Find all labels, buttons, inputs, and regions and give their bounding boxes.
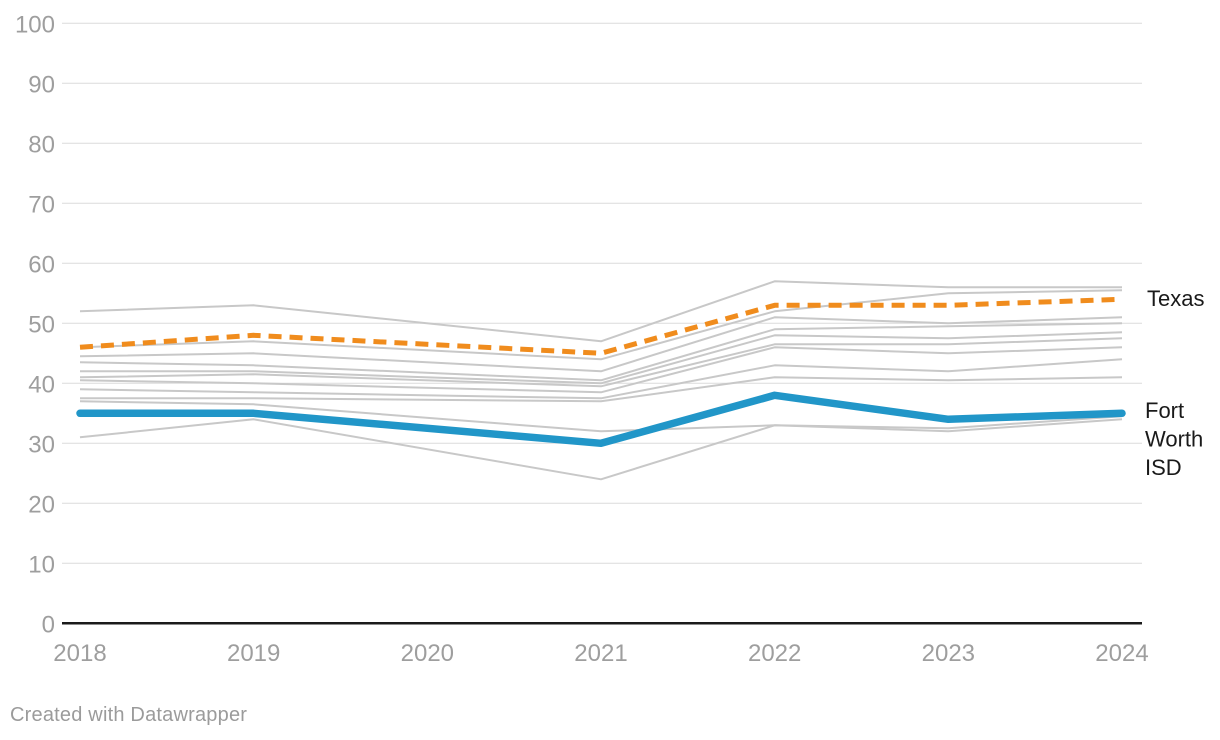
line-end-label-texas: Texas [1147, 286, 1204, 311]
x-axis-tick-label: 2024 [1095, 640, 1148, 667]
y-axis-tick-label: 20 [28, 491, 55, 518]
line-chart: 0 10 20 30 40 50 60 70 80 90 100 2018 2019 2020 2021 20… [15, 11, 1205, 667]
y-axis-tick-label: 70 [28, 191, 55, 218]
y-axis-tick-label: 0 [42, 611, 55, 638]
series-line-other-7 [79, 346, 1123, 394]
y-axis-tick-label: 30 [28, 431, 55, 458]
series-line-other-11 [79, 418, 1123, 481]
series-line-other-5 [80, 331, 1123, 385]
x-axis-tick-label: 2023 [922, 640, 975, 667]
series-line-texas [79, 296, 1123, 356]
series-line-fort-worth-isd [76, 391, 1126, 448]
x-axis-tick-label: 2019 [227, 640, 280, 667]
y-axis-tick-label: 90 [28, 71, 55, 98]
series-line-other-6 [79, 337, 1123, 388]
series-line-other-10 [79, 400, 1123, 433]
series-line-other-8 [79, 358, 1123, 400]
x-axis-tick-label: 2018 [53, 640, 106, 667]
series-line-other-4 [79, 322, 1123, 382]
y-axis-tick-label: 50 [28, 311, 55, 338]
series-line-other-2 [79, 289, 1123, 361]
y-axis-tick-label: 80 [28, 131, 55, 158]
y-axis-tick-label: 10 [28, 551, 55, 578]
y-axis-tick-label: 60 [28, 251, 55, 278]
x-axis-tick-label: 2020 [401, 640, 454, 667]
x-axis-tick-label: 2022 [748, 640, 801, 667]
y-axis-tick-label: 100 [15, 11, 55, 38]
line-end-label-fort-worth-isd: Fort Worth ISD [1145, 398, 1203, 480]
series-line-other-9 [80, 376, 1123, 403]
series-line-other-1 [79, 280, 1123, 343]
x-axis-tick-label: 2021 [574, 640, 627, 667]
datawrapper-credit: Created with Datawrapper [10, 704, 248, 726]
series-line-other-3 [79, 316, 1123, 373]
y-axis-tick-label: 40 [28, 371, 55, 398]
